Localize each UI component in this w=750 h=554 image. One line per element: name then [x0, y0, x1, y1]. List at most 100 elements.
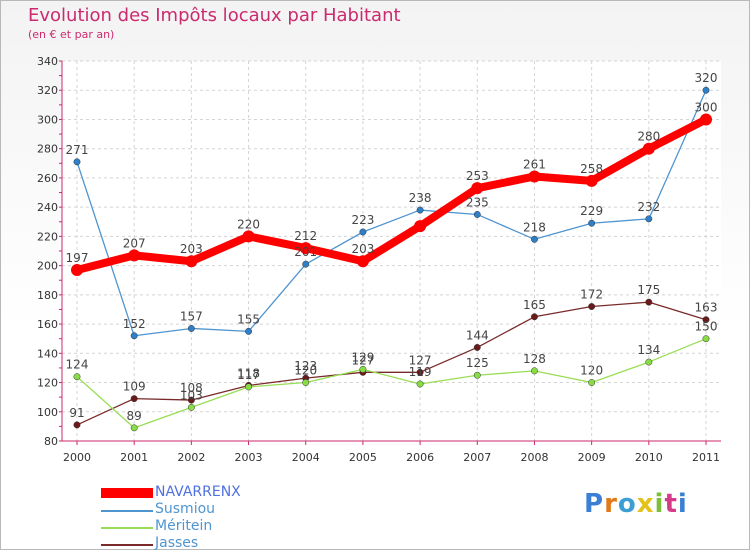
data-label: 134 [637, 343, 660, 357]
data-label: 175 [637, 283, 660, 297]
data-label: 127 [351, 353, 374, 367]
y-tick-label: 160 [37, 318, 58, 331]
logo-letter: x [636, 489, 655, 519]
logo-letter: o [617, 489, 637, 519]
y-tick-label: 140 [37, 347, 58, 360]
data-label: 223 [351, 213, 374, 227]
data-point [128, 249, 141, 262]
legend-swatch-jasses [101, 544, 153, 546]
x-tick-label: 2000 [63, 451, 91, 464]
data-point [645, 215, 653, 223]
data-point [356, 255, 369, 268]
x-tick-label: 2011 [692, 451, 720, 464]
data-label: 207 [123, 236, 146, 250]
data-label: 203 [351, 242, 374, 256]
y-tick-label: 340 [37, 55, 58, 68]
data-point [473, 344, 481, 351]
data-point [531, 235, 538, 243]
data-label: 103 [180, 388, 203, 402]
y-tick-label: 120 [37, 377, 58, 390]
data-point [473, 211, 481, 218]
data-label: 109 [123, 380, 146, 394]
data-label: 150 [695, 320, 718, 334]
data-label: 89 [127, 409, 142, 423]
data-label: 163 [695, 301, 718, 315]
data-label: 203 [180, 242, 203, 256]
data-point [242, 230, 255, 243]
x-tick-label: 2006 [406, 451, 434, 464]
legend-swatch-meritein [101, 527, 153, 529]
data-point [702, 86, 710, 94]
y-tick-label: 100 [37, 406, 58, 419]
chart-title: Evolution des Impôts locaux par Habitant [28, 5, 401, 26]
y-tick-label: 280 [37, 143, 58, 156]
data-point [528, 170, 541, 183]
data-label: 155 [237, 312, 260, 326]
data-label: 127 [409, 353, 432, 367]
data-label: 144 [466, 328, 489, 342]
data-point [588, 219, 596, 227]
x-tick-label: 2002 [177, 451, 205, 464]
data-label: 157 [180, 309, 203, 323]
data-point [302, 379, 310, 386]
legend-swatch-navarrenx [101, 488, 153, 498]
data-point [359, 365, 367, 373]
data-point [531, 313, 538, 321]
logo-letter: t [664, 489, 678, 519]
data-label: 124 [66, 358, 89, 372]
legend-label-navarrenx: NAVARRENX [155, 484, 241, 500]
x-tick-label: 2005 [349, 451, 377, 464]
data-label: 119 [409, 365, 432, 379]
series-line-jasses [76, 301, 707, 426]
data-label: 128 [523, 352, 546, 366]
y-tick-label: 220 [37, 230, 58, 243]
legend-label-meritein: Méritein [155, 518, 213, 534]
data-point [73, 373, 81, 381]
data-point [588, 379, 596, 386]
data-label: 229 [580, 204, 603, 218]
data-point [416, 368, 424, 376]
data-label: 172 [580, 288, 603, 302]
logo-letter: i [677, 489, 688, 519]
data-label: 300 [695, 100, 718, 114]
y-tick-label: 260 [37, 172, 58, 185]
data-label: 120 [294, 364, 317, 378]
logo-letter: P [584, 489, 605, 519]
x-tick-label: 2007 [463, 451, 491, 464]
data-point [187, 325, 195, 332]
data-label: 232 [637, 200, 660, 214]
x-tick-label: 2003 [235, 451, 263, 464]
data-point [130, 424, 138, 432]
logo-letter: r [604, 489, 618, 519]
y-tick-label: 320 [37, 84, 58, 97]
y-tick-label: 200 [37, 260, 58, 273]
data-point [416, 206, 424, 214]
legend-label-jasses: Jasses [155, 535, 199, 551]
data-point [700, 113, 712, 126]
data-point [414, 220, 427, 233]
y-tick-label: 180 [37, 289, 58, 302]
data-point [187, 403, 195, 411]
data-point [645, 358, 653, 366]
data-label: 235 [466, 195, 489, 209]
data-label: 212 [294, 229, 317, 243]
y-tick-label: 240 [37, 201, 58, 214]
data-point [130, 332, 138, 340]
data-label: 197 [66, 251, 89, 265]
data-point [531, 367, 538, 375]
x-tick-label: 2001 [120, 451, 148, 464]
data-point [642, 142, 655, 155]
data-point [588, 303, 596, 310]
y-tick-label: 300 [37, 113, 58, 126]
legend-swatch-susmiou [101, 510, 153, 512]
data-point [130, 395, 138, 403]
x-tick-label: 2009 [578, 451, 606, 464]
x-tick-label: 2008 [520, 451, 548, 464]
data-point [585, 174, 598, 187]
data-point [702, 316, 710, 324]
y-tick-label: 80 [44, 435, 58, 448]
data-label: 201 [294, 245, 317, 259]
data-point [71, 264, 83, 276]
